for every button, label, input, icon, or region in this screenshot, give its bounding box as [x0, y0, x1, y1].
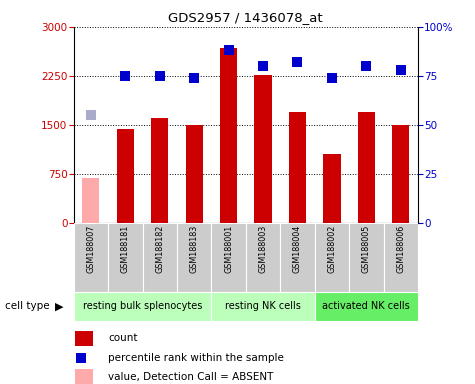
Text: resting bulk splenocytes: resting bulk splenocytes: [83, 301, 202, 311]
Text: count: count: [108, 333, 138, 343]
Point: [190, 75, 198, 81]
Text: GSM188001: GSM188001: [224, 225, 233, 273]
Bar: [76, 331, 93, 346]
Bar: [384, 223, 418, 292]
Bar: [186, 125, 203, 223]
Bar: [177, 223, 211, 292]
Point: [225, 47, 232, 53]
Text: GSM188183: GSM188183: [190, 225, 199, 273]
Bar: [74, 292, 211, 321]
Bar: [151, 118, 168, 223]
Bar: [289, 112, 306, 223]
Text: GSM188182: GSM188182: [155, 225, 164, 273]
Bar: [211, 292, 314, 321]
Text: percentile rank within the sample: percentile rank within the sample: [108, 353, 284, 362]
Bar: [246, 223, 280, 292]
Point: [328, 75, 336, 81]
Text: cell type: cell type: [5, 301, 49, 311]
Bar: [76, 369, 93, 384]
Bar: [142, 223, 177, 292]
Bar: [358, 112, 375, 223]
Bar: [280, 223, 314, 292]
Point: [87, 112, 95, 118]
Text: GSM188181: GSM188181: [121, 225, 130, 273]
Text: GSM188003: GSM188003: [258, 225, 267, 273]
Bar: [211, 223, 246, 292]
Text: GSM188007: GSM188007: [86, 225, 95, 273]
Text: resting NK cells: resting NK cells: [225, 301, 301, 311]
Bar: [314, 223, 349, 292]
Bar: [314, 292, 418, 321]
Point: [122, 73, 129, 79]
Text: GSM188004: GSM188004: [293, 225, 302, 273]
Text: value, Detection Call = ABSENT: value, Detection Call = ABSENT: [108, 372, 274, 382]
Bar: [349, 223, 384, 292]
Point: [362, 63, 370, 69]
Title: GDS2957 / 1436078_at: GDS2957 / 1436078_at: [169, 11, 323, 24]
Bar: [82, 178, 99, 223]
Bar: [108, 223, 142, 292]
Bar: [392, 126, 409, 223]
Bar: [117, 129, 134, 223]
Point: [397, 67, 405, 73]
Text: GSM188002: GSM188002: [327, 225, 336, 273]
Point: [259, 63, 267, 69]
Bar: [323, 154, 341, 223]
Point: [156, 73, 163, 79]
Bar: [220, 48, 237, 223]
Bar: [74, 223, 108, 292]
Point: [77, 354, 85, 361]
Text: GSM188006: GSM188006: [396, 225, 405, 273]
Text: activated NK cells: activated NK cells: [323, 301, 410, 311]
Point: [294, 59, 301, 65]
Text: GSM188005: GSM188005: [362, 225, 371, 273]
Text: ▶: ▶: [55, 301, 63, 311]
Bar: [255, 74, 272, 223]
